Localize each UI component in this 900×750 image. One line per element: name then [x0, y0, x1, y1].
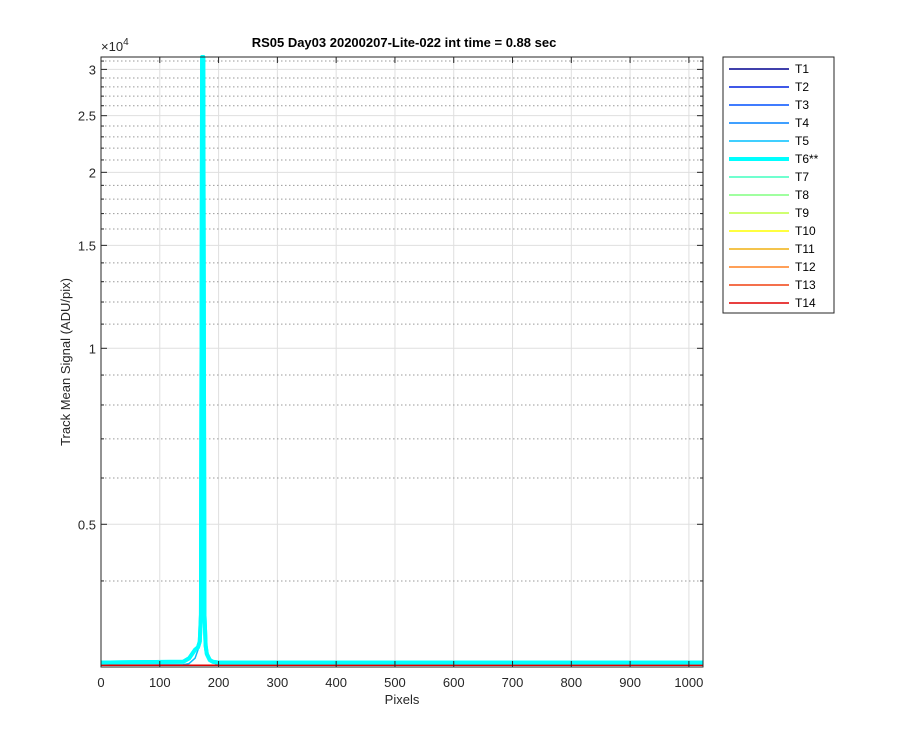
y-axis-label: Track Mean Signal (ADU/pix): [58, 278, 73, 446]
legend-label: T9: [795, 206, 809, 220]
x-tick-label: 900: [619, 675, 641, 690]
legend-label: T2: [795, 80, 809, 94]
x-tick-label: 600: [443, 675, 465, 690]
x-tick-label: 800: [560, 675, 582, 690]
legend-label: T12: [795, 260, 816, 274]
legend-box: [722, 56, 835, 314]
y-axis-exponent-power: 4: [123, 37, 129, 48]
legend-label: T6**: [795, 152, 819, 166]
legend-label: T4: [795, 116, 809, 130]
axis-ticks: 0 100 200 300 400 500 600 700 800 900 1000 0.5 1 1.5 2…: [78, 57, 703, 690]
axes-box: [100, 56, 704, 668]
chart-title: RS05 Day03 20200207-Lite-022 int time = …: [252, 35, 557, 50]
x-tick-label: 1000: [674, 675, 703, 690]
legend-label: T8: [795, 188, 809, 202]
y-tick-label: 1: [89, 341, 96, 356]
legend-label: T11: [795, 242, 815, 256]
x-tick-label: 200: [208, 675, 230, 690]
legend-label: T1: [795, 62, 809, 76]
x-tick-label: 700: [502, 675, 524, 690]
x-tick-label: 0: [97, 675, 104, 690]
y-tick-label: 2.5: [78, 109, 96, 124]
x-axis-label: Pixels: [385, 692, 420, 707]
x-tick-label: 400: [325, 675, 347, 690]
legend-label: T14: [795, 296, 816, 310]
y-tick-label: 1.5: [78, 238, 96, 253]
legend-label: T5: [795, 134, 809, 148]
y-tick-label: 2: [89, 165, 96, 180]
y-tick-label: 3: [89, 62, 96, 77]
y-axis-exponent-base: ×10: [101, 39, 123, 54]
grid-lines: [100, 57, 703, 667]
legend-label: T3: [795, 98, 809, 112]
y-tick-label: 0.5: [78, 517, 96, 532]
legend-label: T13: [795, 278, 816, 292]
legend-label: T10: [795, 224, 816, 238]
x-tick-label: 300: [267, 675, 289, 690]
legend: T1 T2 T3 T4 T5 T6** T7 T8 T9 T10 T11 T12 T13 T14: [722, 56, 835, 314]
x-tick-label: 100: [149, 675, 171, 690]
y-axis-exponent: ×104: [101, 37, 129, 54]
x-tick-label: 500: [384, 675, 406, 690]
legend-label: T7: [795, 170, 809, 184]
